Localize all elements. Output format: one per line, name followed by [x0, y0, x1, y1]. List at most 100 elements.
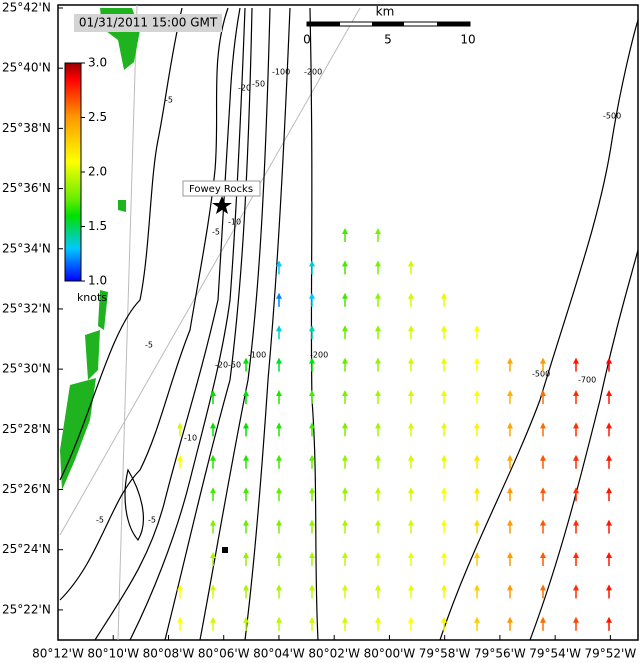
arrow-head — [573, 357, 579, 364]
arrow-head — [276, 454, 282, 461]
current-arrow — [606, 422, 612, 437]
contour-label: -10 — [228, 218, 241, 227]
arrow-head — [408, 584, 414, 591]
current-arrow — [573, 584, 579, 599]
arrow-head — [474, 584, 480, 591]
arrow-head — [309, 552, 315, 558]
arrow-head — [408, 454, 414, 461]
current-arrow — [606, 487, 612, 502]
current-arrow — [606, 552, 612, 566]
current-arrow — [408, 519, 414, 534]
arrow-head — [408, 357, 414, 364]
current-arrow — [441, 292, 447, 307]
arrow-head — [243, 454, 249, 461]
current-arrow — [474, 390, 480, 404]
current-arrow — [474, 454, 480, 469]
station-marker — [222, 547, 228, 553]
arrow-head — [408, 325, 414, 332]
current-arrow — [342, 487, 348, 502]
arrow-head — [243, 519, 249, 526]
arrow-head — [309, 357, 315, 364]
current-arrow — [210, 422, 216, 437]
arrow-head — [606, 454, 612, 461]
arrow-head — [441, 422, 447, 429]
x-tick-label: 79°56'W — [474, 647, 526, 661]
arrow-head — [375, 487, 381, 494]
current-arrow — [243, 616, 249, 631]
current-arrow — [309, 292, 315, 307]
arrow-head — [243, 390, 249, 396]
current-arrow — [507, 454, 513, 469]
x-tick-label: 80°02'W — [308, 647, 360, 661]
arrow-head — [474, 422, 480, 429]
current-arrow — [243, 357, 249, 372]
arrow-head — [606, 357, 612, 364]
arrow-head — [441, 357, 447, 364]
arrow-head — [342, 228, 348, 234]
arrow-head — [408, 260, 414, 267]
place-label-box — [182, 180, 261, 197]
arrow-head — [210, 616, 216, 623]
current-arrow — [342, 357, 348, 372]
arrow-head — [540, 552, 546, 558]
current-arrow — [276, 487, 282, 502]
contour-label: -200 — [304, 68, 322, 77]
current-arrow — [540, 584, 546, 599]
colorbar-tick-label: 1.5 — [88, 219, 107, 233]
current-arrow — [210, 454, 216, 469]
arrow-head — [540, 584, 546, 591]
arrow-head — [243, 422, 249, 429]
current-arrow — [276, 422, 282, 437]
arrow-head — [441, 390, 447, 396]
current-arrow — [243, 454, 249, 469]
current-arrow — [309, 422, 315, 437]
arrow-head — [540, 616, 546, 623]
arrow-head — [342, 487, 348, 494]
current-arrow — [540, 454, 546, 469]
arrow-head — [507, 422, 513, 429]
arrow-head — [375, 422, 381, 429]
current-arrow — [441, 422, 447, 437]
arrow-head — [276, 357, 282, 364]
arrow-head — [540, 422, 546, 429]
current-arrow — [408, 584, 414, 599]
y-tick-label: 25°28'N — [2, 422, 51, 436]
current-arrow — [243, 487, 249, 502]
current-arrow — [540, 422, 546, 437]
current-arrow — [408, 616, 414, 631]
current-arrow — [276, 519, 282, 534]
current-arrow — [474, 357, 480, 372]
arrow-head — [177, 616, 183, 623]
current-arrow — [474, 616, 480, 631]
arrow-head — [408, 292, 414, 299]
arrow-head — [573, 422, 579, 429]
current-arrow — [243, 390, 249, 404]
contour-label: -200 — [310, 351, 328, 360]
current-arrow — [177, 616, 183, 631]
current-arrow — [243, 552, 249, 566]
current-arrow — [375, 616, 381, 631]
arrow-head — [309, 487, 315, 494]
scale-label: 5 — [384, 33, 392, 47]
current-arrow — [540, 357, 546, 372]
arrow-head — [540, 519, 546, 526]
current-arrow — [210, 519, 216, 534]
arrow-head — [507, 454, 513, 461]
arrow-head — [474, 519, 480, 526]
arrow-head — [276, 519, 282, 526]
current-arrow — [210, 390, 216, 404]
current-arrow — [243, 422, 249, 437]
arrow-head — [375, 616, 381, 623]
arrow-head — [507, 487, 513, 494]
current-arrow — [276, 325, 282, 340]
current-arrow — [606, 584, 612, 599]
contour-label: -100 — [248, 351, 266, 360]
arrow-head — [375, 260, 381, 267]
current-arrow — [375, 260, 381, 275]
x-tick-label: 79°58'W — [419, 647, 471, 661]
scale-label: 10 — [460, 33, 475, 47]
arrow-head — [606, 487, 612, 494]
current-vectors — [177, 228, 612, 631]
current-arrow — [309, 519, 315, 534]
